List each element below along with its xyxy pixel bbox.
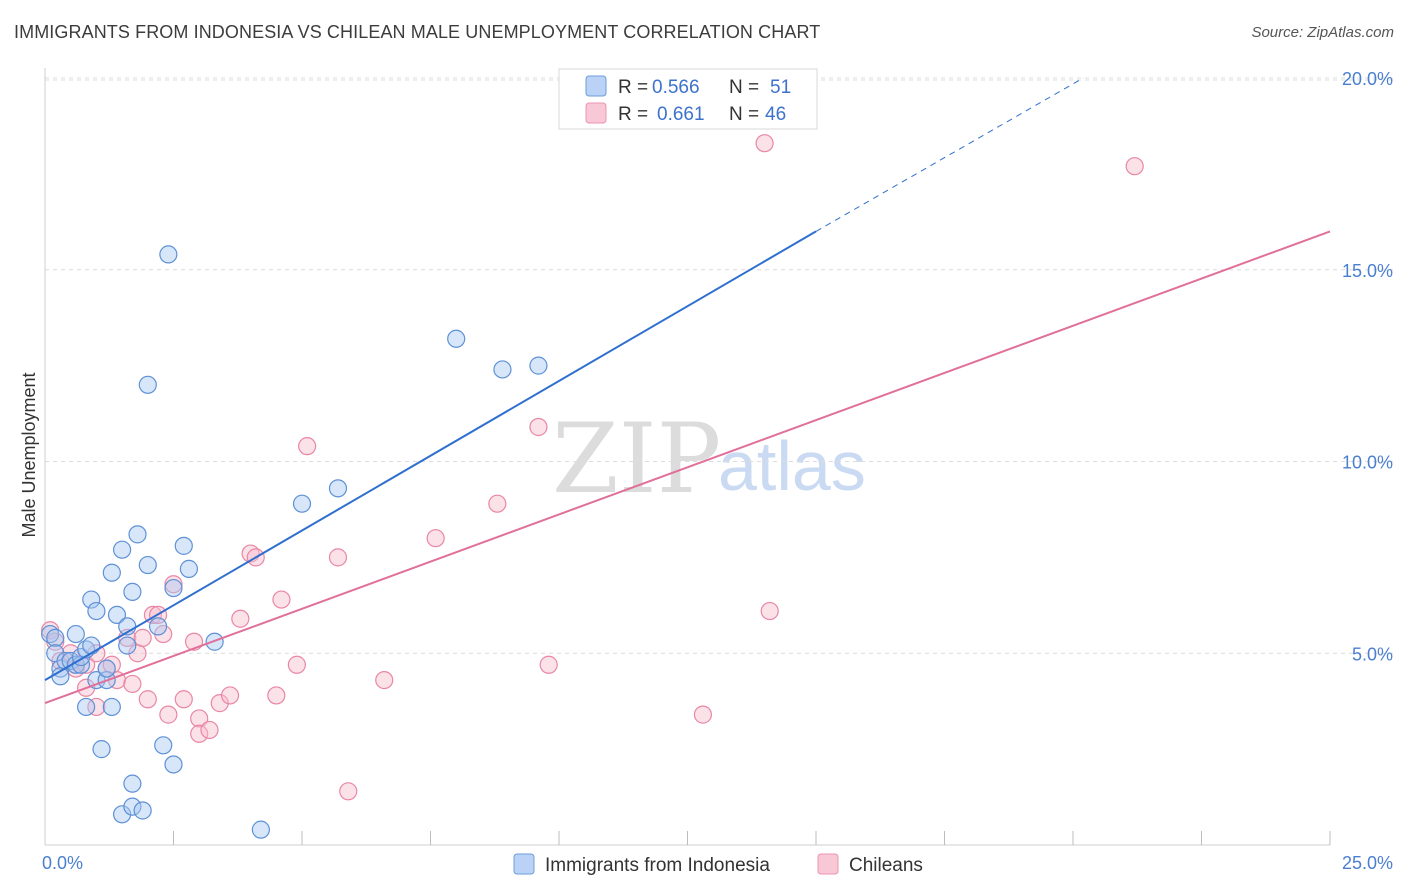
data-point-chileans [164,575,183,594]
axes: 5.0% 10.0% 15.0% 20.0% 0.0% 25.0% [42,68,1393,873]
data-point-indonesia [138,555,157,575]
data-point-chileans [159,705,178,724]
data-point-indonesia [328,479,348,498]
legend-n-label-2: N = [729,104,759,125]
data-point-indonesia [102,697,121,717]
data-point-chileans [190,724,209,743]
data-point-chileans [231,609,250,628]
legend-r-label-2: R = [618,104,648,125]
y-tick-label: 5.0% [1352,644,1393,664]
data-point-chileans [328,548,348,567]
data-point-indonesia [529,356,548,375]
series-indonesia [41,245,548,839]
data-point-indonesia [123,797,142,816]
y-tick-label: 15.0% [1342,261,1393,281]
data-point-indonesia [164,578,183,598]
data-point-indonesia [447,329,466,348]
data-point-chileans [174,690,193,709]
trend-line-indonesia [44,230,817,681]
data-point-chileans [123,674,142,694]
data-point-chileans [529,417,548,437]
legend-n-value-2: 46 [765,104,786,125]
data-point-indonesia [118,636,137,655]
data-point-indonesia [179,559,199,578]
series-legend-label-chileans: Chileans [849,855,923,876]
data-point-indonesia [154,736,173,755]
series-legend-swatch-blue [513,853,535,875]
data-point-indonesia [123,582,142,601]
legend-n-value-1: 51 [770,77,791,98]
legend-r-value-2: 0.661 [657,104,705,125]
legend-swatch-pink [585,102,607,124]
trend-line-indonesia-extension [815,77,1084,232]
data-point-indonesia [174,536,193,555]
data-point-indonesia [97,659,116,678]
data-point-chileans [760,601,779,621]
data-point-indonesia [148,617,168,636]
trend-lines [44,77,1331,705]
data-point-indonesia [66,624,85,644]
x-tick-label: 0.0% [42,853,83,873]
data-point-indonesia [128,525,147,544]
data-point-chileans [1125,157,1144,176]
legend-r-label-1: R = [618,77,648,98]
data-point-indonesia [133,801,152,820]
data-point-chileans [339,782,358,801]
data-point-indonesia [77,697,96,717]
trend-line-chileans [44,230,1331,705]
series-legend: Immigrants from Indonesia Chileans [513,853,923,876]
data-point-indonesia [82,636,101,655]
data-point-chileans [138,690,157,709]
data-point-indonesia [292,494,312,513]
data-point-chileans [488,494,507,513]
data-point-chileans [693,705,713,724]
legend-n-label-1: N = [729,77,759,98]
data-point-indonesia [87,601,106,621]
data-point-indonesia [123,774,142,793]
data-point-chileans [210,694,229,713]
data-point-indonesia [159,245,178,264]
y-tick-label: 20.0% [1342,69,1393,89]
data-point-chileans [426,529,445,548]
data-point-chileans [287,655,306,674]
data-point-indonesia [82,590,101,609]
data-point-chileans [220,686,240,705]
data-point-indonesia [138,375,157,394]
data-point-indonesia [102,563,121,582]
data-point-chileans [539,655,558,674]
data-point-chileans [267,686,286,705]
data-point-chileans [375,670,394,690]
data-point-indonesia [92,740,111,759]
data-point-indonesia [251,820,270,839]
watermark-atlas: atlas [718,427,866,505]
correlation-legend: R = 0.566 N = 51 R = 0.661 N = 46 [558,68,818,130]
data-point-chileans [87,697,106,717]
data-point-indonesia [107,605,127,625]
data-point-indonesia [46,628,65,648]
data-point-chileans [298,437,317,456]
data-point-chileans [272,590,291,609]
watermark-zip: ZIP [552,403,721,515]
series-legend-swatch-pink [817,853,839,875]
data-point-chileans [200,720,219,740]
chart-title: IMMIGRANTS FROM INDONESIA VS CHILEAN MAL… [14,22,821,42]
grid [45,77,1395,654]
x-tick-label: 25.0% [1342,853,1393,873]
y-axis-label: Male Unemployment [19,372,39,537]
data-point-indonesia [493,360,512,379]
y-tick-label: 10.0% [1342,453,1393,473]
data-point-chileans [755,134,774,153]
legend-swatch-blue [585,75,607,97]
data-point-chileans [133,628,152,648]
data-point-indonesia [112,540,132,559]
data-point-indonesia [164,755,183,774]
data-point-indonesia [112,805,132,824]
legend-r-value-1: 0.566 [652,77,700,98]
data-point-chileans [190,709,209,728]
series-legend-label-indonesia: Immigrants from Indonesia [545,855,770,876]
source-label: Source: ZipAtlas.com [1251,24,1394,41]
